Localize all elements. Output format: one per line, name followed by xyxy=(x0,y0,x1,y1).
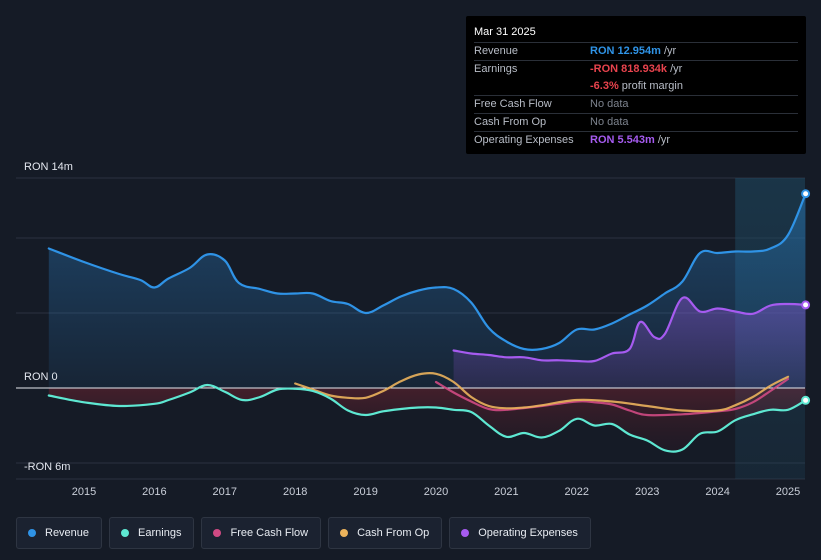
tooltip-row-fcf: Free Cash Flow No data xyxy=(474,96,798,114)
series-lines xyxy=(16,192,807,453)
x-tick-label: 2021 xyxy=(494,486,518,498)
legend-earnings-label: Earnings xyxy=(138,527,182,539)
legend-revenue[interactable]: Revenue xyxy=(16,517,103,549)
tooltip-revenue-label: Revenue xyxy=(474,45,519,57)
tooltip-revenue-value: RON 12.954m xyxy=(590,45,661,57)
tooltip-row-opex: Operating Expenses RON 5.543m /yr xyxy=(474,132,798,149)
legend-fcf-dot xyxy=(213,529,222,537)
legend-opex-label: Operating Expenses xyxy=(478,527,578,539)
legend-cfo-dot xyxy=(340,529,349,537)
opex-line xyxy=(452,296,807,363)
x-tick-label: 2016 xyxy=(142,486,166,498)
tooltip-row-earnings: Earnings -RON 818.934k /yr xyxy=(474,61,798,78)
opex-end-marker xyxy=(801,300,811,310)
x-tick-label: 2025 xyxy=(776,486,800,498)
x-axis-ticks: 2015 2016 2017 2018 2019 2020 2021 2022 2023 2024… xyxy=(72,486,800,498)
x-tick-label: 2019 xyxy=(353,486,377,498)
tooltip-margin-unit: profit margin xyxy=(618,80,683,92)
data-tooltip: Mar 31 2025 Revenue RON 12.954m /yr Earn… xyxy=(466,16,806,154)
tooltip-margin-value: -6.3% xyxy=(590,80,619,92)
x-tick-label: 2020 xyxy=(424,486,448,498)
revenue-area xyxy=(48,193,806,388)
tooltip-cfo-label: Cash From Op xyxy=(474,116,547,128)
legend-cfo-label: Cash From Op xyxy=(357,527,430,539)
tooltip-row-margin: -6.3% profit margin xyxy=(474,78,798,96)
legend-opex-dot xyxy=(461,529,470,537)
tooltip-fcf-value: No data xyxy=(590,98,629,110)
legend-cfo[interactable]: Cash From Op xyxy=(328,517,443,549)
earnings-end-marker xyxy=(801,395,811,405)
tooltip-date: Mar 31 2025 xyxy=(474,24,798,43)
tooltip-revenue-unit: /yr xyxy=(660,45,677,57)
earnings-line xyxy=(47,383,807,453)
x-tick-label: 2017 xyxy=(213,486,237,498)
tooltip-opex-unit: /yr xyxy=(654,134,671,146)
end-markers xyxy=(801,189,811,405)
tooltip-earnings-unit: /yr xyxy=(667,63,683,75)
revenue-line xyxy=(47,192,807,352)
tooltip-cfo-value: No data xyxy=(590,116,629,128)
x-tick-label: 2022 xyxy=(565,486,589,498)
chart-legend: Revenue Earnings Free Cash Flow Cash Fro… xyxy=(16,517,591,549)
tooltip-opex-value: RON 5.543m xyxy=(590,134,655,146)
x-tick-label: 2024 xyxy=(705,486,729,498)
y-axis-zero-label: RON 0 xyxy=(24,371,58,383)
opex-area xyxy=(453,297,806,388)
chart-area: RON 14m RON 0 -RON 6m 2015 2016 2017 2018 20… xyxy=(16,161,811,498)
tooltip-earnings-label: Earnings xyxy=(474,63,518,75)
x-tick-label: 2015 xyxy=(72,486,96,498)
legend-revenue-dot xyxy=(28,529,36,537)
legend-earnings-dot xyxy=(121,529,130,537)
y-axis-bottom-label: -RON 6m xyxy=(24,461,70,473)
tooltip-row-revenue: Revenue RON 12.954m /yr xyxy=(474,43,798,61)
tooltip-opex-label: Operating Expenses xyxy=(474,134,574,146)
y-axis-top-label: RON 14m xyxy=(24,161,73,173)
tooltip-row-cfo: Cash From Op No data xyxy=(474,114,798,132)
tooltip-fcf-label: Free Cash Flow xyxy=(474,98,552,110)
x-tick-label: 2023 xyxy=(635,486,659,498)
fcf-line xyxy=(434,377,790,417)
legend-revenue-label: Revenue xyxy=(45,527,90,539)
legend-earnings[interactable]: Earnings xyxy=(109,517,195,549)
cfo-line xyxy=(294,371,790,413)
x-tick-label: 2018 xyxy=(283,486,307,498)
tooltip-earnings-value: -RON 818.934k xyxy=(590,63,668,75)
revenue-end-marker xyxy=(801,189,811,199)
legend-fcf[interactable]: Free Cash Flow xyxy=(201,517,322,549)
legend-opex[interactable]: Operating Expenses xyxy=(449,517,591,549)
legend-fcf-label: Free Cash Flow xyxy=(230,527,309,539)
